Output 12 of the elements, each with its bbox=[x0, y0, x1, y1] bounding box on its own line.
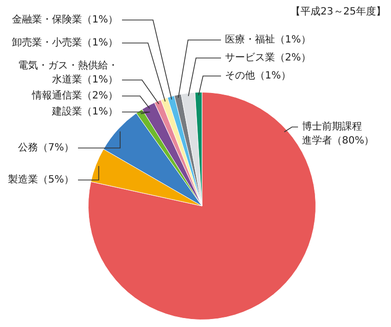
slice-label: 公務（7%） bbox=[18, 142, 74, 154]
chart-title: 【平成23～25年度】 bbox=[290, 6, 386, 18]
slice-label: 博士前期課程進学者（80%） bbox=[302, 120, 374, 147]
slice-label: 卸売業・小売業（1%） bbox=[12, 36, 118, 49]
slice-label: 医療・福祉（1%） bbox=[225, 34, 311, 46]
slice-label: 電気・ガス・熱供給・水道業（1%） bbox=[18, 60, 118, 86]
slice-label: 情報通信業（2%） bbox=[31, 90, 118, 102]
slice-label: 金融業・保険業（1%） bbox=[12, 14, 118, 26]
slice-label: その他（1%） bbox=[225, 70, 291, 82]
slice-label: サービス業（2%） bbox=[225, 52, 311, 64]
slice-label: 製造業（5%） bbox=[8, 174, 74, 186]
slice-label: 建設業（1%） bbox=[51, 106, 118, 118]
